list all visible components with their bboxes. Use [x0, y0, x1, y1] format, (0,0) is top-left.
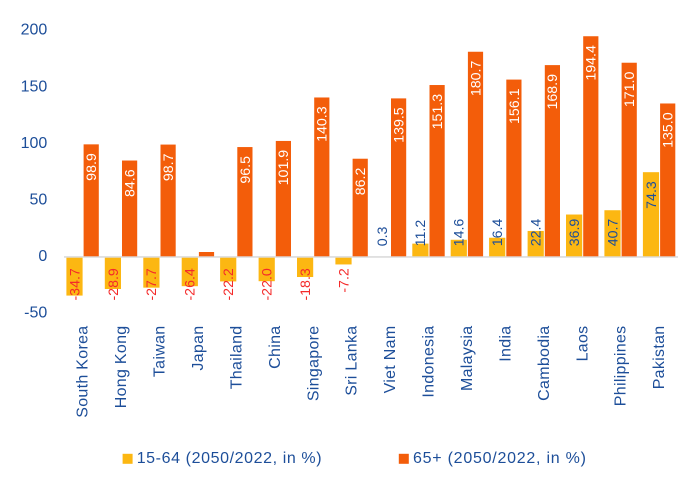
svg-text:Hong Kong: Hong Kong — [113, 326, 130, 409]
svg-text:Laos: Laos — [574, 326, 591, 362]
svg-text:50: 50 — [30, 192, 48, 209]
svg-text:140.3: 140.3 — [315, 106, 331, 142]
svg-text:15-64 (2050/2022, in %): 15-64 (2050/2022, in %) — [137, 450, 322, 467]
svg-text:-27.7: -27.7 — [144, 268, 160, 300]
svg-text:0: 0 — [38, 248, 47, 265]
svg-text:South Korea: South Korea — [75, 326, 92, 418]
svg-text:180.7: 180.7 — [468, 61, 484, 97]
svg-text:Singapore: Singapore — [305, 326, 322, 402]
svg-text:200: 200 — [21, 22, 48, 39]
svg-text:100: 100 — [21, 135, 48, 152]
svg-text:98.7: 98.7 — [161, 153, 177, 181]
svg-text:-34.7: -34.7 — [67, 268, 83, 300]
svg-text:Malaysia: Malaysia — [459, 326, 476, 392]
svg-text:22.4: 22.4 — [529, 219, 545, 247]
svg-text:171.0: 171.0 — [622, 72, 638, 108]
svg-text:96.5: 96.5 — [238, 156, 254, 184]
svg-text:-7.2: -7.2 — [336, 268, 352, 293]
svg-text:-22.0: -22.0 — [260, 268, 276, 300]
svg-text:36.9: 36.9 — [567, 219, 583, 247]
svg-text:-26.4: -26.4 — [183, 268, 199, 300]
svg-text:150: 150 — [21, 78, 48, 95]
svg-text:0.3: 0.3 — [375, 226, 391, 246]
svg-text:168.9: 168.9 — [545, 74, 561, 110]
svg-text:194.4: 194.4 — [584, 45, 600, 81]
svg-text:-50: -50 — [24, 305, 47, 322]
svg-text:China: China — [267, 326, 284, 369]
svg-text:86.2: 86.2 — [353, 168, 369, 196]
svg-text:14.6: 14.6 — [452, 219, 468, 247]
svg-text:Taiwan: Taiwan — [152, 326, 169, 378]
svg-text:Indonesia: Indonesia — [421, 326, 438, 398]
svg-text:Philippines: Philippines — [613, 326, 630, 407]
svg-text:101.9: 101.9 — [276, 150, 292, 186]
svg-text:Thailand: Thailand — [228, 326, 245, 390]
svg-text:Sri Lanka: Sri Lanka — [344, 326, 361, 396]
svg-text:65+ (2050/2022, in %): 65+ (2050/2022, in %) — [413, 450, 587, 467]
svg-text:Pakistan: Pakistan — [651, 326, 668, 390]
svg-text:-18.3: -18.3 — [298, 268, 314, 300]
svg-text:40.7: 40.7 — [605, 219, 621, 247]
svg-text:84.6: 84.6 — [123, 169, 139, 197]
svg-text:11.2: 11.2 — [413, 220, 429, 247]
svg-text:Japan: Japan — [190, 326, 207, 371]
svg-text:-22.2: -22.2 — [221, 268, 237, 300]
svg-text:-28.9: -28.9 — [106, 268, 122, 300]
svg-text:74.3: 74.3 — [644, 181, 660, 209]
svg-text:16.4: 16.4 — [490, 219, 506, 247]
svg-text:India: India — [497, 326, 514, 362]
svg-text:139.5: 139.5 — [392, 107, 408, 143]
svg-text:135.0: 135.0 — [661, 112, 677, 148]
svg-text:Viet Nam: Viet Nam — [382, 326, 399, 394]
svg-text:Cambodia: Cambodia — [536, 326, 553, 401]
svg-text:98.9: 98.9 — [84, 153, 100, 181]
svg-text:151.3: 151.3 — [430, 94, 446, 130]
svg-text:156.1: 156.1 — [507, 88, 523, 124]
